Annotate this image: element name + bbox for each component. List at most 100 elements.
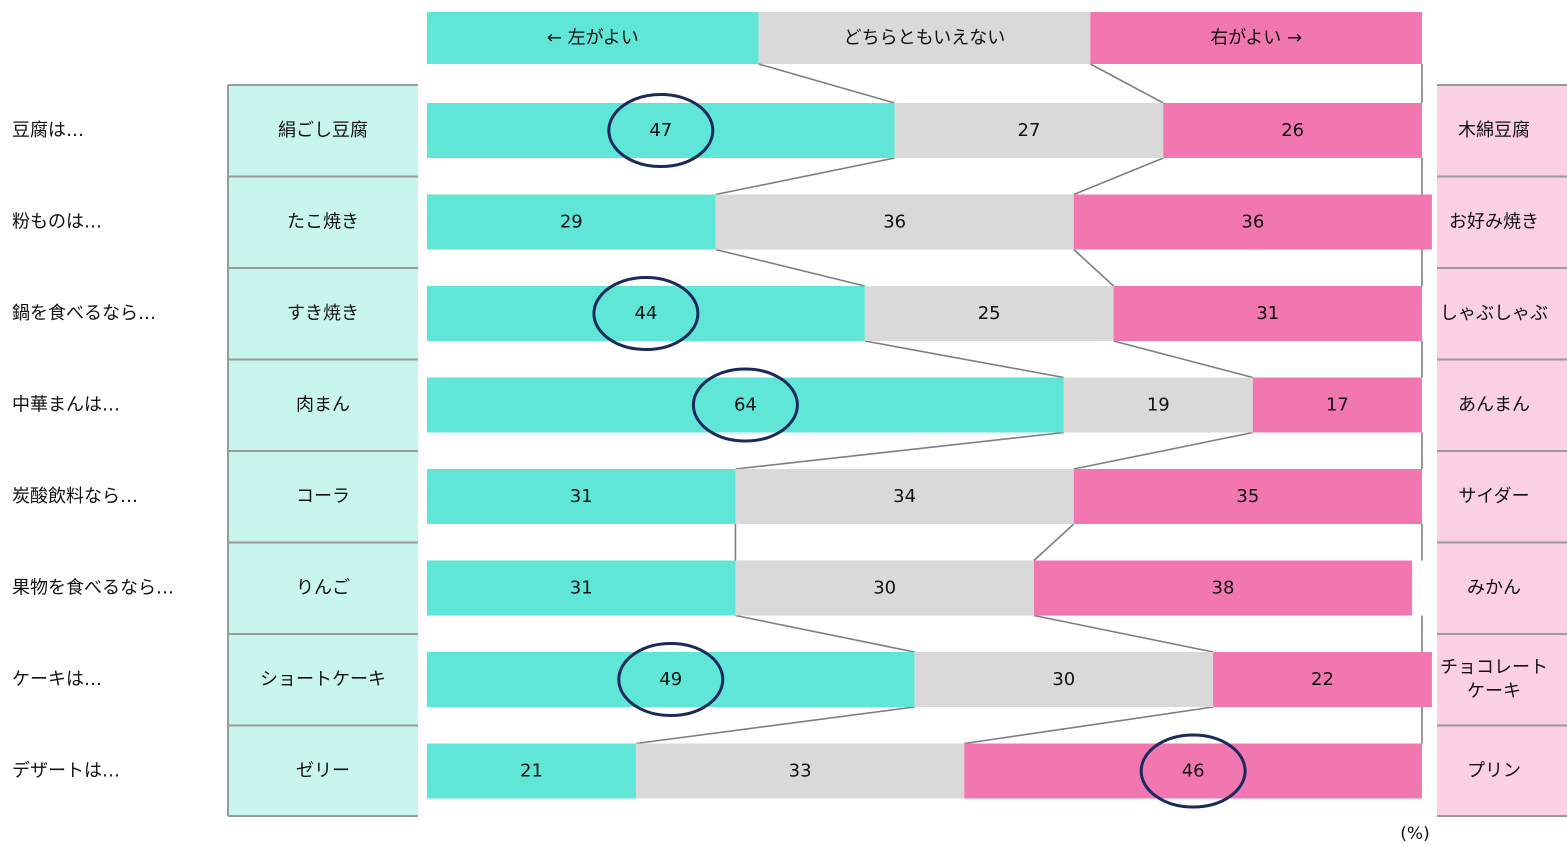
row-question: 果物を食べるなら… bbox=[12, 578, 174, 599]
bar-value-label: 49 bbox=[659, 669, 682, 690]
bar-value-label: 36 bbox=[883, 212, 906, 233]
right-label-cell bbox=[1437, 451, 1567, 542]
connector-line bbox=[864, 340, 1064, 379]
highlight-ring bbox=[607, 93, 715, 168]
right-label-cell bbox=[1437, 359, 1567, 450]
bar-segment bbox=[427, 103, 895, 158]
bar-segment bbox=[427, 286, 865, 341]
connector-line bbox=[964, 706, 1214, 745]
header-label-2: 右がよい → bbox=[1210, 28, 1302, 49]
right-option-label: しゃぶしゃぶ bbox=[1440, 303, 1548, 324]
connector-line bbox=[1089, 63, 1164, 104]
bar-segment bbox=[1163, 103, 1422, 158]
bar-segment bbox=[894, 103, 1164, 158]
bar-value-label: 31 bbox=[1256, 303, 1279, 324]
connector-line bbox=[735, 431, 1064, 470]
connector-line bbox=[635, 706, 915, 745]
bar-segment bbox=[1213, 652, 1432, 707]
left-label-cell bbox=[228, 359, 418, 450]
left-option-label: 絹ごし豆腐 bbox=[278, 120, 368, 141]
bar-segment bbox=[914, 652, 1214, 707]
bar-value-label: 33 bbox=[789, 761, 812, 782]
left-option-label: すき焼き bbox=[287, 303, 359, 324]
header-label-0: ← 左がよい bbox=[547, 28, 639, 49]
right-label-cell bbox=[1437, 176, 1567, 267]
bar-segment bbox=[427, 194, 716, 250]
connector-line bbox=[1113, 340, 1254, 379]
bar-value-label: 31 bbox=[570, 578, 593, 599]
row-question: 鍋を食べるなら… bbox=[12, 303, 156, 324]
bar-value-label: 34 bbox=[893, 486, 916, 507]
left-option-label: ゼリー bbox=[296, 761, 350, 782]
bar-value-label: 25 bbox=[978, 303, 1001, 324]
right-option-label: サイダー bbox=[1458, 486, 1529, 507]
bar-value-label: 22 bbox=[1311, 669, 1334, 690]
bar-value-label: 35 bbox=[1236, 486, 1259, 507]
bar-value-label: 38 bbox=[1212, 578, 1235, 599]
bar-value-label: 29 bbox=[560, 212, 583, 233]
bar-value-label: 30 bbox=[873, 578, 896, 599]
bar-segment bbox=[427, 377, 1064, 433]
bar-value-label: 17 bbox=[1326, 395, 1349, 416]
bar-value-label: 36 bbox=[1241, 212, 1264, 233]
right-option-label: プリン bbox=[1467, 761, 1521, 782]
right-label-cell bbox=[1437, 85, 1567, 176]
header-band-2 bbox=[1090, 12, 1422, 64]
highlight-ring bbox=[691, 367, 799, 443]
bar-segment bbox=[635, 743, 965, 799]
connector-line bbox=[1073, 157, 1164, 196]
left-option-label: りんご bbox=[296, 578, 350, 599]
bar-value-label: 30 bbox=[1052, 669, 1075, 690]
left-label-cell bbox=[228, 451, 418, 542]
bar-value-label: 31 bbox=[570, 486, 593, 507]
bar-value-label: 26 bbox=[1281, 120, 1304, 141]
left-label-cell bbox=[228, 176, 418, 267]
bar-value-label: 21 bbox=[520, 761, 543, 782]
right-option-label: ケーキ bbox=[1467, 681, 1521, 702]
right-option-label: チョコレート bbox=[1440, 657, 1548, 678]
right-option-label: お好み焼き bbox=[1449, 212, 1539, 233]
row-question: 豆腐は… bbox=[12, 120, 84, 141]
right-label-cell bbox=[1437, 542, 1567, 633]
bar-segment bbox=[735, 469, 1074, 524]
row-question: ケーキは… bbox=[12, 669, 102, 690]
row-question: デザートは… bbox=[12, 761, 120, 782]
connector-line bbox=[1073, 431, 1254, 470]
left-option-label: 肉まん bbox=[296, 395, 350, 416]
bar-value-label: 46 bbox=[1182, 761, 1205, 782]
bar-segment bbox=[427, 743, 636, 799]
bar-segment bbox=[1073, 469, 1422, 524]
connector-line bbox=[715, 248, 865, 287]
header-band-1 bbox=[758, 12, 1091, 64]
bar-segment bbox=[964, 743, 1422, 799]
left-label-cell bbox=[228, 542, 418, 633]
right-option-label: あんまん bbox=[1458, 395, 1530, 416]
left-label-cell bbox=[228, 85, 418, 176]
unit-label: (%) bbox=[1400, 824, 1429, 844]
connector-line bbox=[758, 63, 895, 104]
left-label-cell bbox=[228, 634, 418, 725]
connector-line bbox=[1033, 614, 1214, 653]
bar-segment bbox=[1033, 560, 1413, 616]
left-label-cell bbox=[228, 725, 418, 816]
bar-value-label: 27 bbox=[1018, 120, 1041, 141]
bar-segment bbox=[1073, 194, 1432, 250]
right-label-cell bbox=[1437, 634, 1567, 725]
highlight-ring bbox=[1139, 733, 1247, 809]
right-option-label: みかん bbox=[1467, 578, 1521, 599]
bar-segment bbox=[1113, 286, 1422, 341]
connector-line bbox=[1033, 523, 1075, 562]
connector-line bbox=[1073, 248, 1115, 287]
bar-segment bbox=[427, 469, 736, 524]
right-label-cell bbox=[1437, 725, 1567, 816]
left-option-label: たこ焼き bbox=[287, 212, 359, 233]
row-question: 炭酸飲料なら… bbox=[12, 486, 138, 507]
right-option-label: 木綿豆腐 bbox=[1458, 120, 1530, 141]
bar-value-label: 44 bbox=[634, 303, 657, 324]
highlight-ring bbox=[617, 642, 725, 717]
bar-value-label: 19 bbox=[1147, 395, 1170, 416]
left-label-cell bbox=[228, 268, 418, 359]
right-label-cell bbox=[1437, 268, 1567, 359]
bar-segment bbox=[715, 194, 1074, 250]
